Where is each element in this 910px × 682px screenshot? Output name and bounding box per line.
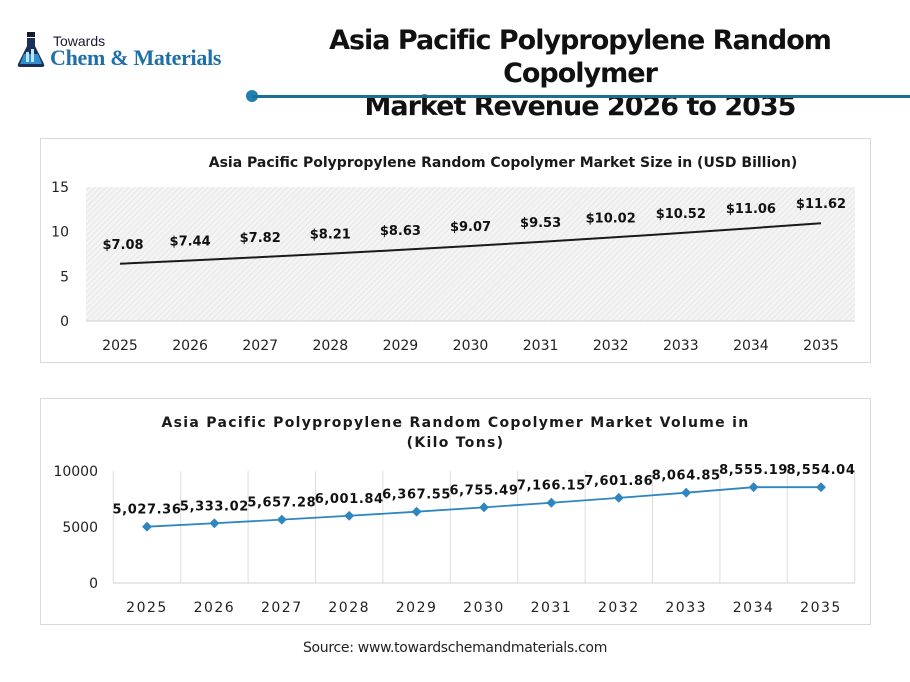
x-tick-label: 2028 <box>328 600 370 616</box>
diamond-marker <box>142 521 152 532</box>
x-tick-label: 2026 <box>172 338 208 354</box>
plot-area <box>86 187 855 321</box>
data-label: 8,554.04 <box>787 463 856 478</box>
data-label: 5,333.02 <box>180 499 249 514</box>
data-label: 6,755.49 <box>450 483 519 498</box>
data-label: 5,657.28 <box>247 496 316 511</box>
diamond-marker <box>479 502 489 513</box>
x-tick-label: 2031 <box>523 338 559 354</box>
data-label: $7.44 <box>170 235 211 250</box>
logo-towards-text: Towards <box>53 33 106 49</box>
x-tick-label: 2032 <box>598 600 640 616</box>
x-tick-label: 2027 <box>261 600 303 616</box>
x-tick-label: 2034 <box>733 338 769 354</box>
volume-line-chart: 0 5000 10000 5,027.365,333.025,657.286,001.… <box>53 463 856 616</box>
x-tick-label: 2035 <box>803 338 839 354</box>
data-label: $11.62 <box>796 197 846 212</box>
x-tick-label: 2032 <box>593 338 629 354</box>
x-tick-label: 2029 <box>383 338 419 354</box>
y-tick-label: 5000 <box>62 520 98 536</box>
x-tick-label: 2033 <box>663 338 699 354</box>
y-tick-label: 10000 <box>53 464 98 480</box>
diamond-marker <box>681 487 692 498</box>
x-tick-label: 2034 <box>733 600 775 616</box>
x-tick-label: 2026 <box>194 600 236 616</box>
x-tick-label: 2028 <box>312 338 348 354</box>
diamond-marker <box>613 492 624 503</box>
data-label: 8,064.85 <box>652 469 721 484</box>
x-tick-label: 2035 <box>800 600 842 616</box>
x-tick-label: 2027 <box>242 338 278 354</box>
revenue-line-chart: 0 5 10 15 2025 2026 2027 2028 2029 2030 2031 2032 20… <box>51 180 855 354</box>
logo-main-text: Chem & Materials <box>50 45 222 70</box>
diamond-marker <box>546 497 557 508</box>
data-label: $10.02 <box>586 211 636 226</box>
x-tick-label: 2030 <box>453 338 489 354</box>
volume-chart-title-line2: (Kilo Tons) <box>406 435 505 451</box>
data-label: 7,601.86 <box>584 474 653 489</box>
volume-chart-title: Asia Pacific Polypropylene Random Copoly… <box>41 413 870 453</box>
data-label: $9.07 <box>450 220 491 235</box>
diamond-marker <box>748 482 759 493</box>
flask-icon <box>17 32 45 67</box>
revenue-chart-panel: Asia Pacific Polypropylene Random Copoly… <box>40 138 871 363</box>
x-tick-label: 2025 <box>102 338 138 354</box>
data-label: $11.06 <box>726 202 776 217</box>
data-label: 5,027.36 <box>113 503 182 518</box>
y-tick-label: 0 <box>89 576 98 592</box>
data-label: 6,367.55 <box>382 488 451 503</box>
diamond-marker <box>209 518 220 529</box>
x-tick-label: 2029 <box>396 600 438 616</box>
page-title: Asia Pacific Polypropylene Random Copoly… <box>255 24 905 123</box>
diamond-marker <box>411 506 422 517</box>
y-tick-label: 5 <box>60 269 69 285</box>
data-label: 7,166.15 <box>517 479 586 494</box>
revenue-chart-title: Asia Pacific Polypropylene Random Copoly… <box>208 155 798 171</box>
title-rule <box>252 95 910 98</box>
revenue-line <box>119 222 822 265</box>
diamond-marker <box>816 482 826 493</box>
page-title-line1: Asia Pacific Polypropylene Random Copoly… <box>329 25 832 89</box>
volume-chart-title-line1: Asia Pacific Polypropylene Random Copoly… <box>161 415 750 431</box>
y-tick-label: 15 <box>51 180 69 196</box>
data-label: $7.08 <box>102 238 143 253</box>
y-tick-label: 10 <box>51 225 69 241</box>
data-label: $8.21 <box>310 228 351 243</box>
brand-logo: Towards Chem & Materials <box>16 30 246 75</box>
x-tick-label: 2031 <box>531 600 573 616</box>
data-label: 6,001.84 <box>315 492 384 507</box>
data-label: $9.53 <box>520 216 561 231</box>
x-tick-label: 2030 <box>463 600 505 616</box>
x-tick-label: 2025 <box>126 600 168 616</box>
data-label: $7.82 <box>240 231 281 246</box>
volume-chart-panel: Asia Pacific Polypropylene Random Copoly… <box>40 398 871 625</box>
source-footnote: Source: www.towardschemandmaterials.com <box>302 640 608 656</box>
diamond-marker <box>276 514 287 525</box>
data-label: $10.52 <box>656 207 706 222</box>
data-label: 8,555.19 <box>719 463 788 478</box>
diamond-marker <box>344 510 355 521</box>
x-tick-label: 2033 <box>665 600 707 616</box>
y-tick-label: 0 <box>60 314 69 330</box>
data-label: $8.63 <box>380 224 421 239</box>
